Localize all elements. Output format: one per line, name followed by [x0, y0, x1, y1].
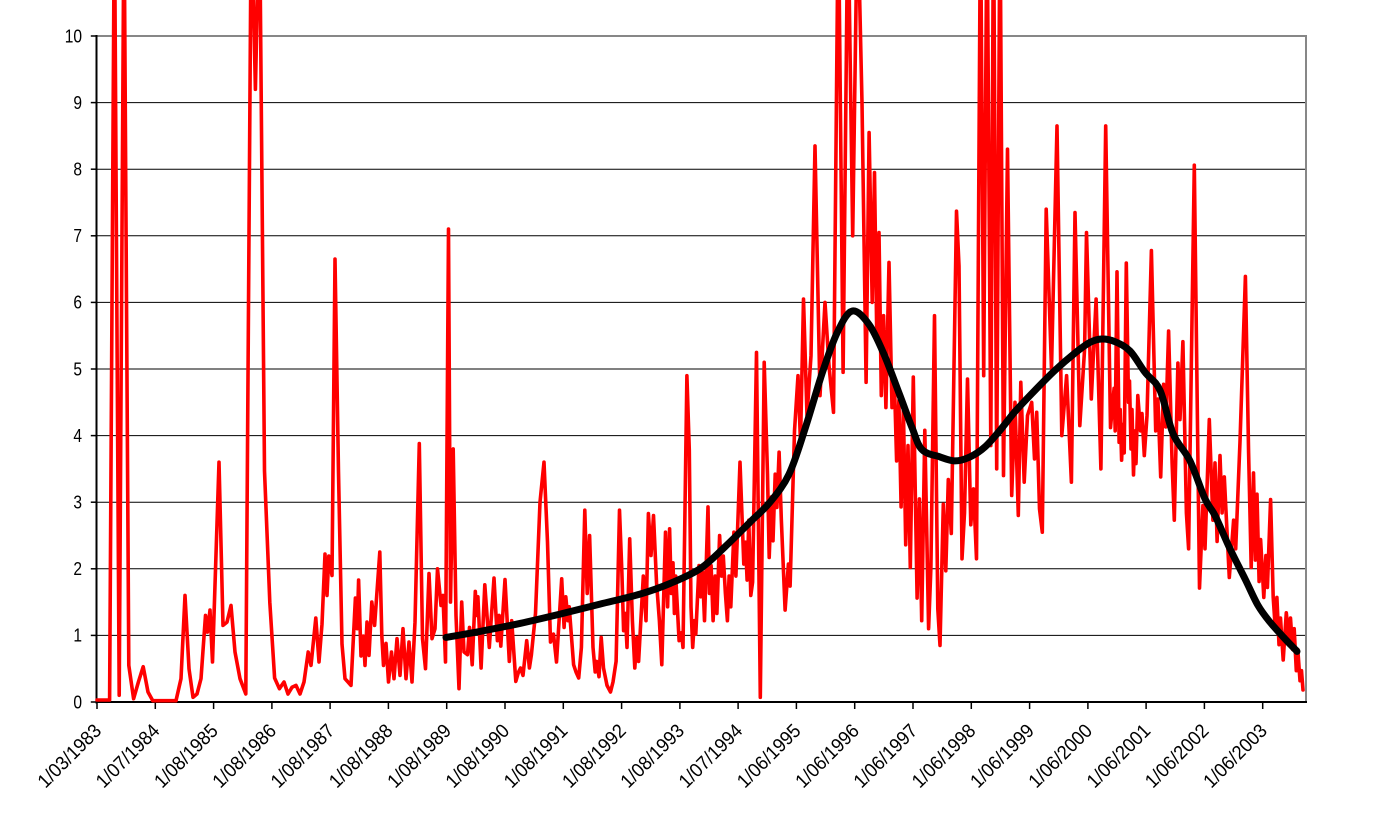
- svg-text:2: 2: [73, 559, 82, 580]
- svg-text:0: 0: [73, 692, 82, 713]
- svg-text:3: 3: [73, 492, 82, 513]
- svg-text:9: 9: [73, 93, 82, 114]
- svg-text:4: 4: [73, 426, 82, 447]
- svg-text:7: 7: [73, 226, 82, 247]
- svg-text:8: 8: [73, 159, 82, 180]
- svg-text:6: 6: [73, 292, 82, 313]
- svg-text:10: 10: [65, 26, 82, 47]
- svg-text:5: 5: [73, 359, 82, 380]
- svg-text:1: 1: [73, 625, 82, 646]
